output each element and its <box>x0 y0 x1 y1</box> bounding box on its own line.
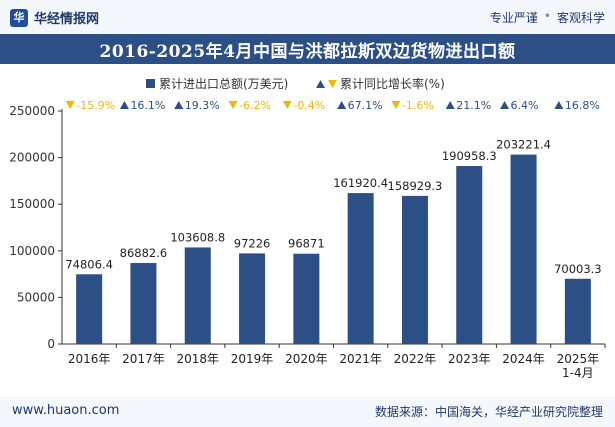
growth-up-triangle-icon <box>554 101 564 109</box>
growth-rate-label: -1.6% <box>402 99 434 112</box>
bar-chart: 累计进出口总额(万美元) 累计同比增长率(%) 0 50000 100000 150000… <box>9 76 606 380</box>
x-tick-label: 1-4月 <box>562 366 594 380</box>
brand-name: 华经情报网 <box>34 12 100 27</box>
slogan-left: 专业严谨 <box>489 11 538 25</box>
growth-rate-label: 16.1% <box>130 99 165 112</box>
footer: www.huaon.com 数据来源：中国海关，华经产业研究院整理 <box>0 396 615 427</box>
legend-swatch-total <box>146 79 155 88</box>
bar <box>510 154 537 344</box>
data-source: 数据来源：中国海关，华经产业研究院整理 <box>374 405 603 419</box>
bar <box>401 195 428 344</box>
growth-up-triangle-icon <box>119 101 129 109</box>
growth-rate-label: -15.9% <box>76 99 115 112</box>
bar <box>239 253 266 344</box>
growth-down-triangle-icon <box>228 101 238 109</box>
growth-rate-label: 21.1% <box>456 99 491 112</box>
growth-up-triangle-icon <box>500 101 510 109</box>
chart-title: 2016-2025年4月中国与洪都拉斯双边货物进出口额 <box>99 41 516 62</box>
legend-label-total: 累计进出口总额(万美元) <box>159 77 288 91</box>
bar-value-label: 70003.3 <box>554 262 602 276</box>
bar <box>564 278 591 344</box>
legend-down-triangle-icon <box>328 80 337 88</box>
growth-rate-label: 67.1% <box>348 99 383 112</box>
brand[interactable]: 华 华经情报网 <box>10 8 99 27</box>
growth-up-triangle-icon <box>174 101 184 109</box>
bar-value-label: 74806.4 <box>65 257 113 271</box>
legend-up-triangle-icon <box>316 80 325 88</box>
y-tick-label: 50000 <box>17 290 55 304</box>
bar <box>130 263 157 344</box>
y-tick-label: 200000 <box>9 151 55 165</box>
legend-label-growth: 累计同比增长率(%) <box>340 76 445 91</box>
growth-rate-label: -6.2% <box>239 99 271 112</box>
bar-value-label: 158929.3 <box>388 179 443 193</box>
bar <box>456 166 483 344</box>
bar-value-label: 161920.4 <box>333 176 388 190</box>
chart-title-bar: 2016-2025年4月中国与洪都拉斯双边货物进出口额 <box>0 34 615 64</box>
growth-rate-label: -0.4% <box>293 99 325 112</box>
x-tick-label: 2019年 <box>231 352 274 366</box>
bar-value-label: 96871 <box>288 237 325 251</box>
growth-rate-label: 6.4% <box>511 99 539 112</box>
brand-logo-icon: 华 <box>10 8 28 27</box>
x-tick-label: 2017年 <box>122 352 165 366</box>
growth-down-triangle-icon <box>282 101 292 109</box>
bar-value-label: 86882.6 <box>120 246 168 260</box>
bar-value-label: 190958.3 <box>442 149 497 163</box>
x-tick-label: 2020年 <box>285 352 328 366</box>
y-tick-label: 250000 <box>9 104 55 118</box>
y-tick-label: 0 <box>47 337 55 351</box>
x-tick-label: 2018年 <box>176 352 219 366</box>
x-tick-label: 2016年 <box>68 352 111 366</box>
growth-rate-label: 16.8% <box>565 99 600 112</box>
website-link[interactable]: www.huaon.com <box>12 403 120 418</box>
top-bar: 华 华经情报网 专业严谨 • 客观科学 <box>0 0 615 34</box>
slogan-right: 客观科学 <box>556 11 605 25</box>
y-tick-label: 150000 <box>9 197 55 211</box>
bar <box>76 274 103 344</box>
x-tick-label: 2023年 <box>448 352 491 366</box>
growth-up-triangle-icon <box>445 101 455 109</box>
x-tick-label: 2022年 <box>394 352 437 366</box>
bar-value-label: 97226 <box>234 236 271 250</box>
bar <box>347 193 374 344</box>
y-tick-label: 100000 <box>9 244 55 258</box>
growth-down-triangle-icon <box>65 101 75 109</box>
growth-down-triangle-icon <box>391 101 401 109</box>
x-tick-label: 2025年 <box>557 352 600 366</box>
bar-value-label: 203221.4 <box>496 138 551 152</box>
x-tick-label: 2021年 <box>339 352 382 366</box>
bar-value-label: 103608.8 <box>170 230 225 244</box>
slogan-separator: • <box>543 9 551 23</box>
x-tick-label: 2024年 <box>502 352 545 366</box>
slogan: 专业严谨 • 客观科学 <box>490 9 605 26</box>
growth-rate-label: 19.3% <box>185 99 220 112</box>
bar <box>184 247 211 344</box>
growth-up-triangle-icon <box>337 101 347 109</box>
bar <box>293 253 320 344</box>
